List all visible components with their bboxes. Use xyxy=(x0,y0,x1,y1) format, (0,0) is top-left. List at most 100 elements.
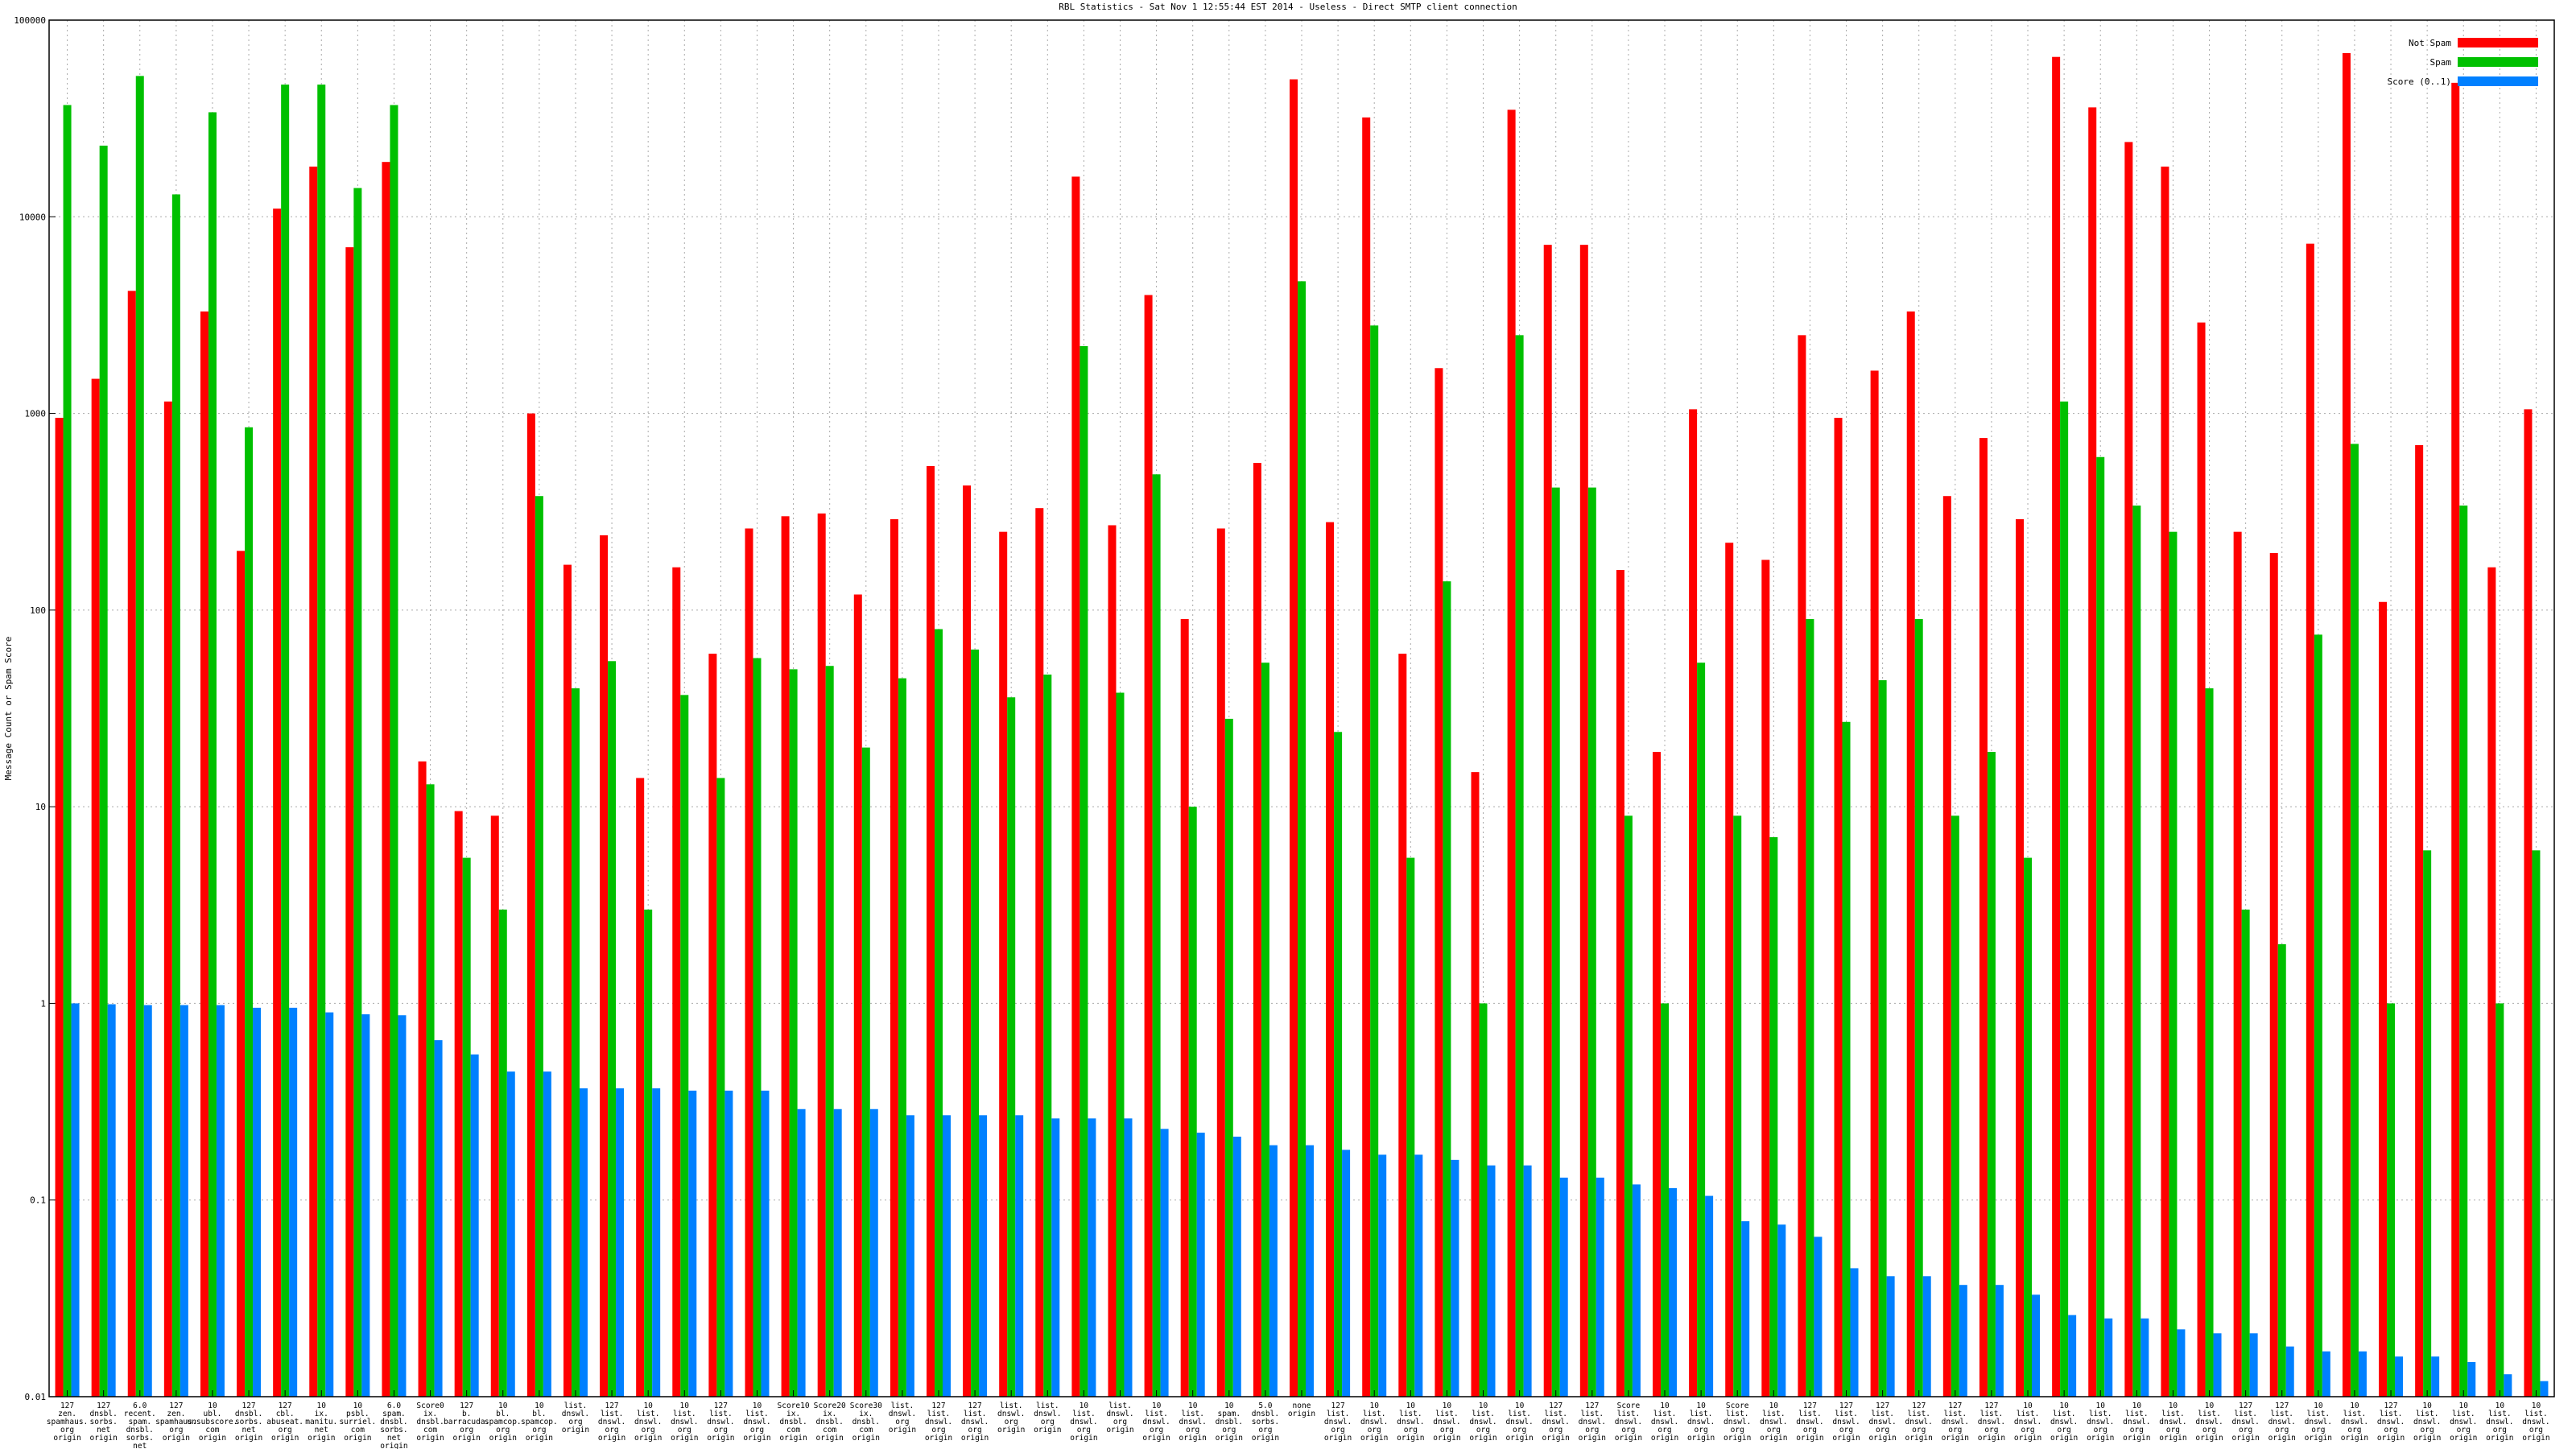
x-tick-label: list. dnswl. org origin xyxy=(1106,1402,1133,1435)
bar xyxy=(942,1115,951,1397)
bar xyxy=(1616,569,1624,1397)
x-tick-label: 10 bl. spamcop. org origin xyxy=(521,1402,558,1443)
x-tick-label: 10 list. dnswl. org origin xyxy=(2450,1402,2477,1443)
bar xyxy=(237,551,246,1397)
x-tick-label: 127 list. dnswl. org origin xyxy=(707,1402,734,1443)
bar xyxy=(454,811,463,1397)
bar xyxy=(1689,409,1698,1397)
bar xyxy=(1725,543,1734,1397)
bar xyxy=(426,784,435,1397)
bar xyxy=(616,1088,625,1397)
bar xyxy=(2104,1318,2113,1397)
bar xyxy=(1979,438,1988,1397)
x-tick-label: 10 list. dnswl. org origin xyxy=(1687,1402,1715,1443)
bar xyxy=(906,1115,914,1397)
bar xyxy=(926,465,935,1397)
bar xyxy=(1632,1184,1641,1397)
bar xyxy=(1741,1221,1750,1397)
bar xyxy=(1906,311,1915,1397)
legend-label: Not Spam xyxy=(2409,38,2451,48)
bar xyxy=(672,567,681,1397)
plot-frame xyxy=(48,19,2555,1397)
x-tick-label: 127 list. dnswl. org origin xyxy=(961,1402,989,1443)
x-tick-label: 127 list. dnswl. org origin xyxy=(1978,1402,2005,1443)
bar xyxy=(680,695,689,1397)
bar xyxy=(2052,56,2061,1397)
bar xyxy=(1196,1133,1205,1397)
bar xyxy=(608,661,617,1397)
x-tick-label: list. dnswl. org origin xyxy=(997,1402,1025,1435)
bar xyxy=(2306,243,2314,1397)
bar xyxy=(2285,1346,2294,1397)
x-tick-label: 10 list. dnswl. org origin xyxy=(2413,1402,2441,1443)
x-tick-label: 10 list. dnswl. org origin xyxy=(2159,1402,2186,1443)
bar xyxy=(1298,281,1306,1397)
bar xyxy=(2169,531,2178,1397)
x-tick-label: 10 list. dnswl. org origin xyxy=(1433,1402,1460,1443)
x-tick-label: 10 list. dnswl. org origin xyxy=(2305,1402,2332,1443)
bar xyxy=(390,105,398,1397)
x-tick-label: 10 list. dnswl. org origin xyxy=(1397,1402,1424,1443)
bar xyxy=(535,496,543,1397)
bar xyxy=(2032,1294,2041,1397)
bar xyxy=(2540,1381,2549,1397)
bar xyxy=(708,654,717,1397)
bar xyxy=(825,666,834,1397)
bar xyxy=(1942,496,1951,1397)
bar xyxy=(71,1003,80,1397)
bar xyxy=(1761,559,1770,1397)
bar xyxy=(2314,634,2322,1397)
bar xyxy=(2124,142,2133,1397)
bar xyxy=(2088,107,2097,1397)
bar xyxy=(1507,109,1516,1397)
x-tick-label: 10 list. dnswl. org origin xyxy=(1505,1402,1533,1443)
bar xyxy=(1088,1118,1096,1397)
bar xyxy=(2467,1361,2476,1397)
bar xyxy=(979,1115,988,1397)
bar xyxy=(797,1108,806,1397)
bar xyxy=(999,531,1008,1397)
bar xyxy=(600,535,609,1397)
bar xyxy=(1587,487,1596,1397)
chart-title: RBL Statistics - Sat Nov 1 12:55:44 EST … xyxy=(1059,2,1517,12)
bar xyxy=(1579,245,1588,1397)
bar xyxy=(2350,444,2359,1397)
x-tick-label: none origin xyxy=(1288,1402,1315,1418)
x-tick-label: 10 list. dnswl. org origin xyxy=(1469,1402,1496,1443)
bar xyxy=(869,1108,878,1397)
bar xyxy=(1559,1177,1568,1397)
bar xyxy=(1479,1003,1488,1397)
x-tick-label: 10 list. dnswl. org origin xyxy=(2050,1402,2078,1443)
bar xyxy=(281,85,290,1397)
bar xyxy=(761,1090,770,1397)
x-tick-label: 127 list. dnswl. org origin xyxy=(1796,1402,1823,1443)
bar xyxy=(273,208,282,1397)
bar xyxy=(1806,619,1814,1397)
x-tick-label: 127 dnsbl. sorbs. net origin xyxy=(235,1402,262,1443)
bar xyxy=(2487,567,2496,1397)
x-tick-label: 10 list. dnswl. org origin xyxy=(1360,1402,1388,1443)
bar xyxy=(745,528,753,1397)
bar xyxy=(1406,857,1415,1397)
x-tick-label: 10 list. dnswl. org origin xyxy=(2486,1402,2513,1443)
bar xyxy=(253,1007,262,1397)
bar xyxy=(1435,368,1443,1397)
bar xyxy=(2241,909,2250,1397)
x-tick-label: 10 bl. spamcop. org origin xyxy=(485,1402,522,1443)
x-tick-label: 10 list. dnswl. org origin xyxy=(2123,1402,2150,1443)
bar xyxy=(1624,815,1633,1397)
bar xyxy=(498,909,507,1397)
bar xyxy=(1378,1154,1387,1397)
bar xyxy=(2415,444,2424,1397)
bar xyxy=(1653,752,1662,1397)
y-tick-label: 1000 xyxy=(25,409,47,419)
bar xyxy=(99,145,108,1397)
bar xyxy=(2387,1003,2396,1397)
x-tick-label: 10 list. dnswl. org origin xyxy=(1179,1402,1207,1443)
bar xyxy=(91,378,100,1397)
bar xyxy=(1334,732,1343,1397)
x-tick-label: Score list. dnswl. org origin xyxy=(1615,1402,1642,1443)
bar xyxy=(55,418,64,1397)
bar xyxy=(2532,850,2541,1397)
x-tick-label: list. dnswl. org origin xyxy=(562,1402,589,1435)
